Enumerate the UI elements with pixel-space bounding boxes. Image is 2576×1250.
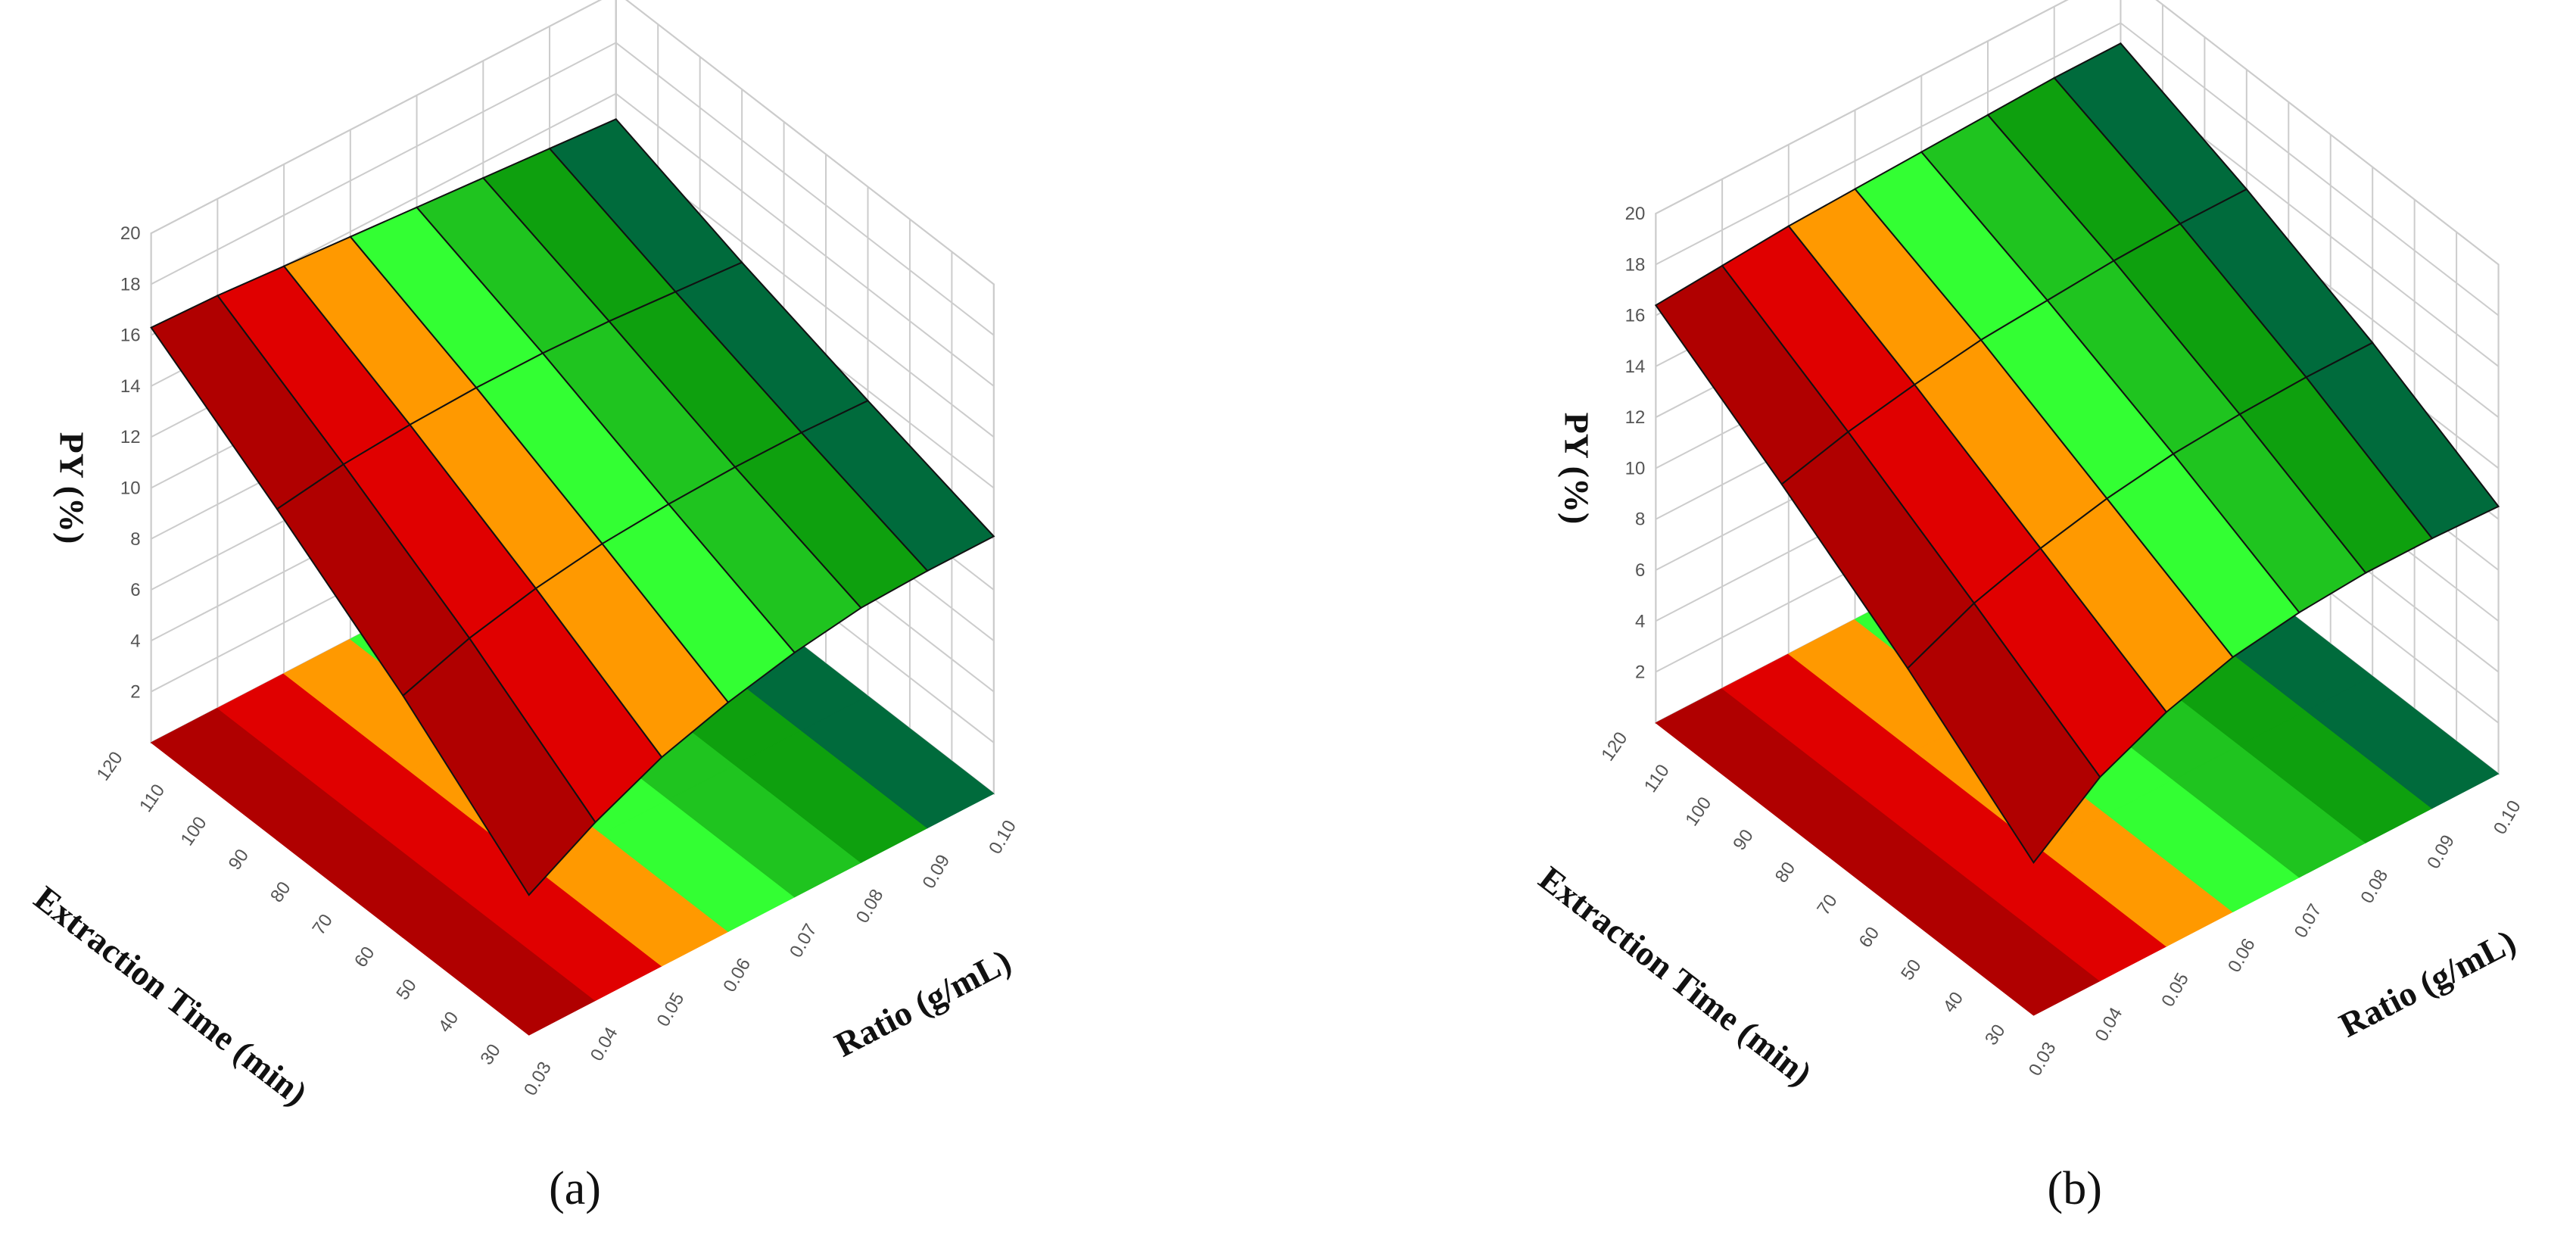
y-tick-label: 80 — [266, 878, 294, 906]
y-tick-label: 110 — [1640, 761, 1674, 796]
x-axis-title: Ratio (g/mL) — [2333, 921, 2521, 1044]
z-tick-label: 2 — [130, 682, 140, 703]
y-tick-label: 60 — [350, 943, 378, 971]
z-axis-title: PY (%) — [1557, 413, 1596, 525]
z-tick-label: 20 — [120, 223, 141, 244]
z-tick-label: 10 — [120, 478, 141, 498]
y-tick-label: 70 — [309, 911, 337, 939]
z-tick-label: 14 — [120, 376, 141, 397]
floor-contour — [800, 695, 995, 829]
y-tick-label: 110 — [135, 781, 169, 816]
surface-chart: 2 4 6 8 10 12 14 16 18 20 0.03 0.04 0.05 0.06 0.07 0.08… — [1532, 0, 2525, 1214]
x-axis-title: Ratio (g/mL) — [828, 942, 1017, 1065]
x-tick-label: 0.06 — [719, 955, 755, 996]
y-tick-label: 60 — [1855, 923, 1883, 951]
z-tick-label: 12 — [1625, 407, 1646, 428]
x-tick-label: 0.10 — [2490, 797, 2525, 838]
x-tick-label: 0.03 — [520, 1058, 556, 1099]
z-tick-label: 20 — [1625, 204, 1646, 224]
surface-cell — [402, 637, 596, 896]
z-axis-title: PY (%) — [53, 432, 92, 544]
surface-cell — [1906, 602, 2101, 864]
y-tick-label: 40 — [1939, 988, 1967, 1016]
z-tick-label: 10 — [1625, 458, 1646, 478]
x-tick-label: 0.05 — [2157, 970, 2193, 1011]
z-tick-label: 4 — [130, 631, 140, 651]
x-tick-label: 0.09 — [2423, 831, 2459, 872]
z-tick-label: 6 — [130, 580, 140, 600]
y-tick-label: 120 — [1597, 728, 1631, 765]
y-axis-title: Extraction Time (min) — [1532, 859, 1820, 1093]
y-tick-label: 30 — [1981, 1021, 2009, 1049]
y-tick-label: 90 — [225, 846, 253, 874]
y-tick-label: 40 — [435, 1008, 463, 1036]
x-tick-label: 0.08 — [2357, 866, 2393, 907]
x-tick-label: 0.08 — [852, 886, 888, 927]
y-axis-title: Extraction Time (min) — [27, 878, 315, 1113]
z-tick-label: 6 — [1635, 560, 1645, 581]
y-tick-label: 30 — [476, 1040, 504, 1068]
x-tick-label: 0.10 — [985, 817, 1020, 858]
y-tick-label: 100 — [1681, 793, 1715, 830]
z-tick-label: 18 — [120, 274, 141, 295]
x-tick-label: 0.09 — [919, 851, 955, 892]
x-tick-label: 0.07 — [786, 920, 821, 961]
x-tick-label: 0.03 — [2025, 1039, 2060, 1080]
z-tick-label: 18 — [1625, 254, 1646, 275]
panel-label: (a) — [549, 1163, 601, 1214]
y-tick-label: 100 — [177, 813, 211, 849]
z-tick-label: 16 — [1625, 306, 1646, 326]
y-tick-label: 50 — [1897, 955, 1925, 983]
y-tick-label: 50 — [392, 975, 420, 1003]
x-tick-label: 0.04 — [2092, 1004, 2127, 1045]
x-tick-label: 0.06 — [2224, 935, 2260, 976]
y-tick-label: 80 — [1771, 859, 1799, 887]
y-tick-label: 90 — [1729, 826, 1757, 854]
y-tick-label: 120 — [93, 748, 127, 784]
y-tick-label: 70 — [1813, 890, 1841, 918]
floor-contour — [2305, 675, 2500, 809]
panel-label: (b) — [2048, 1163, 2102, 1214]
z-tick-label: 14 — [1625, 357, 1646, 377]
x-tick-label: 0.07 — [2291, 900, 2326, 941]
z-tick-label: 4 — [1635, 611, 1645, 631]
z-tick-label: 8 — [1635, 510, 1645, 530]
surface-chart: 2 4 6 8 10 12 14 16 18 20 0.03 0.04 0.05 0.06 0.07 0.08… — [27, 0, 1020, 1214]
x-tick-label: 0.04 — [587, 1024, 622, 1065]
z-tick-label: 8 — [130, 529, 140, 550]
z-tick-label: 2 — [1635, 662, 1645, 683]
z-tick-label: 16 — [120, 326, 141, 346]
z-tick-label: 12 — [120, 427, 141, 447]
x-tick-label: 0.05 — [653, 990, 689, 1030]
